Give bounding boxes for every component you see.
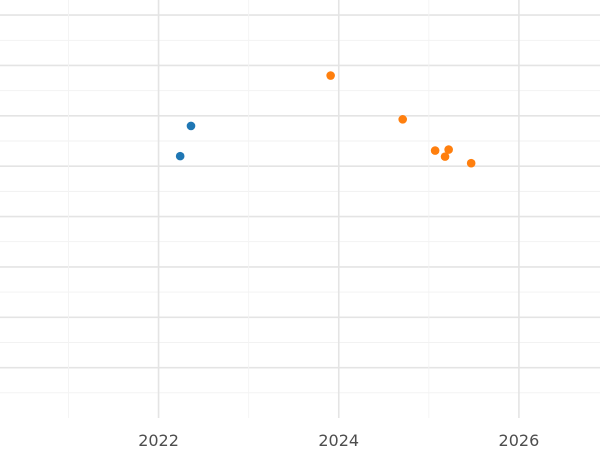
data-point bbox=[466, 158, 476, 168]
data-point bbox=[430, 146, 440, 155]
data-point bbox=[175, 151, 185, 161]
data-point bbox=[186, 121, 196, 131]
data-point bbox=[444, 145, 453, 154]
x-tick-label: 2024 bbox=[318, 431, 359, 450]
data-point bbox=[440, 152, 450, 161]
data-points bbox=[175, 71, 476, 168]
x-tick-label: 2026 bbox=[499, 431, 540, 450]
grid bbox=[0, 0, 600, 418]
x-tick-label: 2022 bbox=[138, 431, 179, 450]
data-point bbox=[398, 115, 408, 124]
data-point bbox=[326, 71, 335, 80]
x-tick-labels: 2022 2024 2026 bbox=[138, 431, 539, 450]
